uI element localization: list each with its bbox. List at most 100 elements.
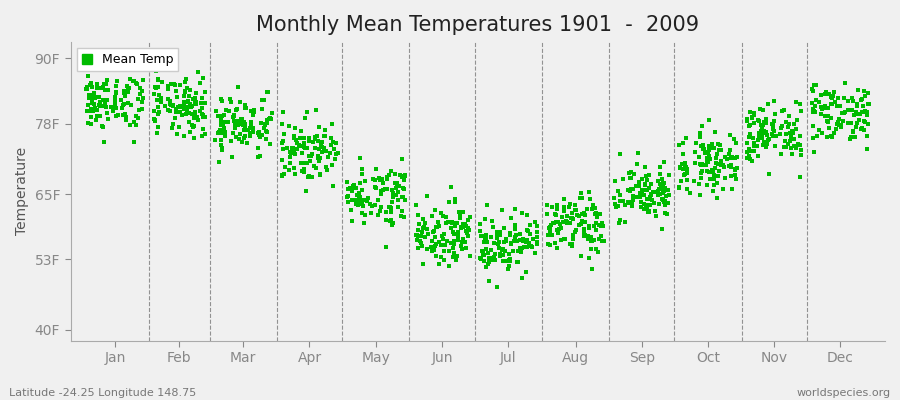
Point [679,171,693,177]
Point [640,195,654,202]
Point [630,194,644,201]
Point [238,122,252,129]
Point [672,185,687,191]
Point [854,109,868,115]
Point [819,104,833,111]
Point [510,248,525,254]
Point [93,102,107,109]
Point [361,194,375,201]
Point [227,118,241,124]
Point [787,136,801,142]
Point [81,102,95,108]
Point [482,258,496,265]
Point [276,146,291,152]
Point [169,109,184,115]
Point [309,107,323,114]
Point [305,174,320,180]
Point [791,141,806,147]
Point [655,180,670,186]
Point [705,145,719,151]
Point [573,190,588,196]
Point [462,216,476,223]
Point [848,134,862,140]
Point [82,91,96,98]
Point [481,239,495,245]
Point [707,144,722,151]
Point [817,91,832,97]
Point [705,140,719,147]
Point [288,171,302,177]
Point [170,104,184,110]
Point [428,234,442,240]
Point [701,149,716,156]
Point [379,244,393,250]
Point [214,96,229,103]
Point [588,211,602,217]
Point [832,116,846,122]
Point [230,107,244,113]
Point [217,125,231,132]
Point [259,89,274,96]
Point [508,234,522,240]
Point [100,77,114,84]
Point [860,133,874,139]
Point [550,245,564,251]
Point [623,175,637,181]
Point [148,84,163,90]
Point [90,113,104,120]
Point [427,246,441,253]
Point [195,133,210,139]
Point [294,160,309,166]
Point [397,177,411,184]
Point [584,238,598,244]
Point [530,238,544,245]
Point [585,206,599,212]
Point [155,79,169,85]
Point [274,140,289,146]
Point [127,119,141,126]
Point [497,239,511,245]
Point [188,98,202,105]
Point [392,183,406,189]
Point [386,190,400,196]
Point [108,94,122,100]
Point [617,202,632,208]
Point [490,230,504,237]
Point [385,187,400,193]
Point [496,246,510,252]
Point [472,228,487,234]
Point [369,166,383,173]
Point [806,109,821,115]
Point [572,212,586,219]
Point [507,238,521,244]
Point [842,120,856,126]
Point [151,104,166,110]
Point [498,248,512,254]
Point [742,122,757,128]
Point [328,156,342,162]
Point [232,98,247,105]
Point [108,83,122,89]
Point [474,232,489,239]
Point [165,125,179,131]
Point [634,198,649,205]
Point [313,171,328,178]
Point [153,95,167,101]
Point [694,175,708,181]
Point [825,134,840,140]
Point [355,200,369,207]
Point [479,246,493,252]
Point [463,252,477,259]
Point [346,185,361,192]
Point [673,164,688,170]
Point [708,165,723,172]
Point [214,145,229,151]
Point [699,162,714,168]
Point [700,158,715,165]
Point [706,182,721,188]
Point [452,209,466,216]
Point [752,106,767,112]
Point [517,244,531,251]
Point [301,174,315,180]
Point [680,165,694,172]
